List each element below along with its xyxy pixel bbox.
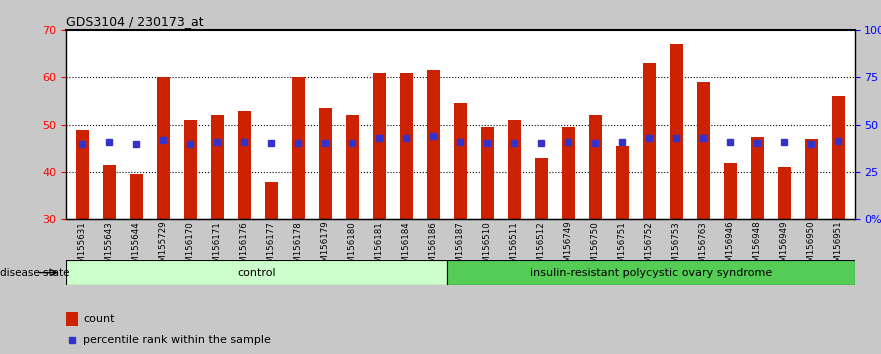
Bar <box>76 130 89 219</box>
Bar <box>507 120 521 219</box>
Bar <box>66 260 447 285</box>
Bar <box>535 158 548 219</box>
Bar <box>102 165 116 219</box>
Bar <box>400 73 413 219</box>
Bar <box>670 44 683 219</box>
Bar <box>616 146 629 219</box>
Bar <box>130 175 143 219</box>
Bar <box>778 167 791 219</box>
Bar <box>157 78 170 219</box>
Bar <box>589 115 602 219</box>
Text: control: control <box>237 268 276 278</box>
Bar <box>832 96 845 219</box>
Text: percentile rank within the sample: percentile rank within the sample <box>84 335 271 345</box>
Bar <box>480 127 494 219</box>
Bar <box>426 70 440 219</box>
Bar <box>345 115 359 219</box>
Bar <box>264 182 278 219</box>
Bar <box>697 82 710 219</box>
Text: disease state: disease state <box>0 268 70 278</box>
Bar <box>804 139 818 219</box>
Bar <box>211 115 224 219</box>
Bar <box>319 108 332 219</box>
Bar <box>292 78 305 219</box>
Bar <box>373 73 386 219</box>
Bar <box>751 137 764 219</box>
Bar <box>238 110 251 219</box>
Bar <box>642 63 656 219</box>
Bar <box>561 127 575 219</box>
Text: count: count <box>84 314 115 324</box>
Text: GDS3104 / 230173_at: GDS3104 / 230173_at <box>66 15 204 28</box>
Bar <box>723 162 737 219</box>
Bar <box>447 260 855 285</box>
Bar <box>454 103 467 219</box>
Bar <box>66 312 78 326</box>
Bar <box>183 120 197 219</box>
Text: insulin-resistant polycystic ovary syndrome: insulin-resistant polycystic ovary syndr… <box>529 268 772 278</box>
